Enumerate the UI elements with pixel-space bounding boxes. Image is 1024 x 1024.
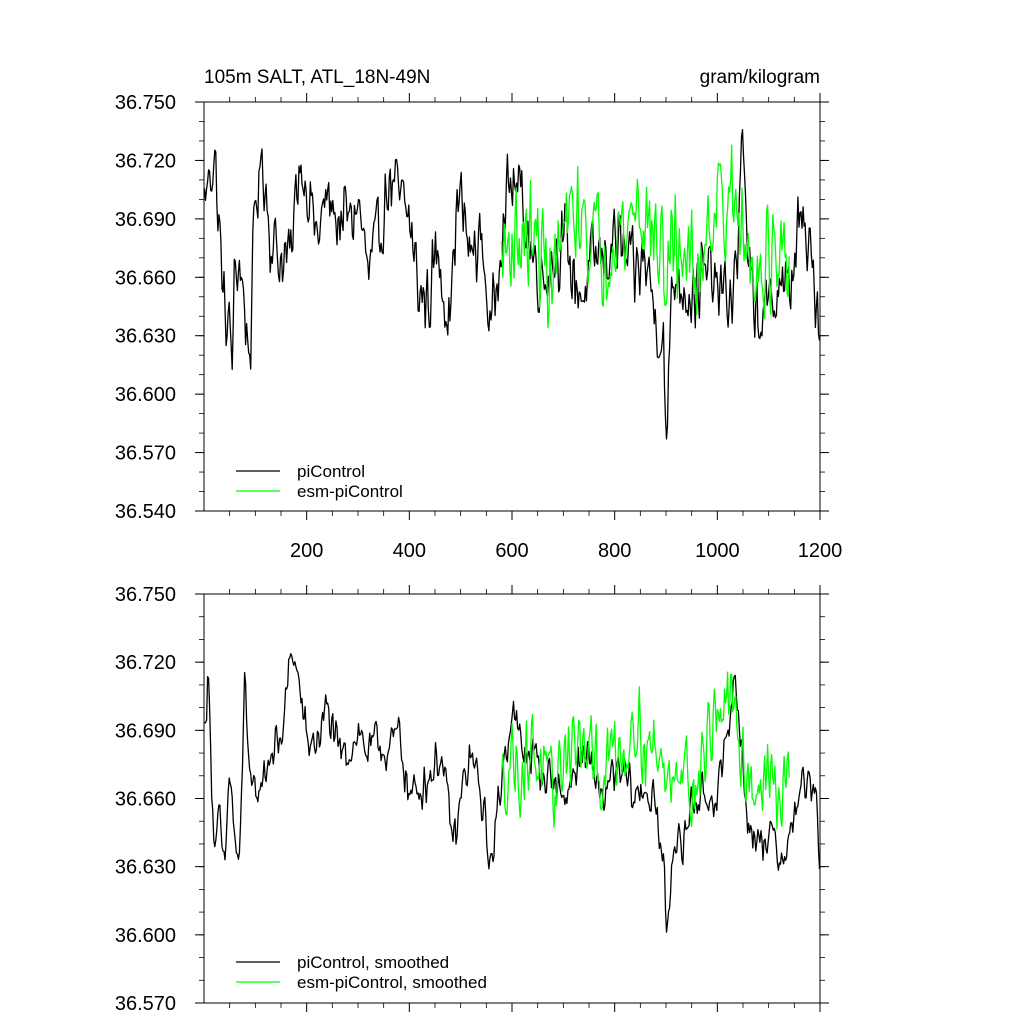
top-xtick-label: 1200 [798,540,843,562]
bottom-ytick-label: 36.690 [115,720,176,742]
top-ytick-label: 36.720 [115,150,176,172]
top-ytick-label: 36.660 [115,267,176,289]
top-series-line-picontrol [203,129,821,440]
top-xtick-label: 800 [598,540,631,562]
top-panel: 105m SALT, ATL_18N-49N gram/kilogram 36.… [115,67,842,562]
top-xtick-label: 1000 [695,540,740,562]
top-panel-title: 105m SALT, ATL_18N-49N [204,67,430,88]
top-ytick-label: 36.600 [115,384,176,406]
top-panel-units: gram/kilogram [700,67,820,88]
top-panel-frame [203,101,821,512]
top-ytick-label: 36.540 [115,501,176,523]
bottom-ytick-label: 36.600 [115,925,176,947]
legend-label-esm-picontrol-smoothed: esm-piControl, smoothed [297,973,487,992]
top-ytick-label: 36.570 [115,443,176,465]
top-panel-ticks: 36.540 36.570 36.600 36.630 36.660 36.690 36.7… [115,92,842,562]
legend-label-picontrol: piControl [297,462,365,481]
top-xtick-label: 600 [495,540,528,562]
bottom-series-line-picontrol-smoothed [204,653,821,933]
top-ytick-label: 36.750 [115,92,176,114]
top-ytick-label: 36.630 [115,326,176,348]
top-xtick-label: 400 [393,540,426,562]
top-xtick-label: 200 [290,540,323,562]
bottom-ytick-label: 36.630 [115,857,176,879]
bottom-ytick-label: 36.750 [115,584,176,606]
bottom-series-line-esm-picontrol-smoothed [501,671,790,830]
bottom-panel-legend: piControl, smoothed esm-piControl, smoot… [236,953,487,992]
bottom-ytick-label: 36.570 [115,993,176,1015]
legend-label-picontrol-smoothed: piControl, smoothed [297,953,449,972]
legend-label-esm-picontrol: esm-piControl [297,482,403,501]
top-panel-legend: piControl esm-piControl [236,462,403,501]
top-ytick-label: 36.690 [115,209,176,231]
top-panel-series-lines [203,129,821,440]
bottom-panel-series-lines [204,653,821,933]
bottom-panel: 36.570 36.600 36.630 36.660 36.690 36.720 36.7… [115,584,829,1015]
bottom-ytick-label: 36.720 [115,652,176,674]
bottom-panel-ticks: 36.570 36.600 36.630 36.660 36.690 36.720 36.7… [115,584,829,1015]
bottom-ytick-label: 36.660 [115,789,176,811]
top-series-line-esm-picontrol [501,144,790,329]
bottom-panel-frame [203,593,821,1004]
